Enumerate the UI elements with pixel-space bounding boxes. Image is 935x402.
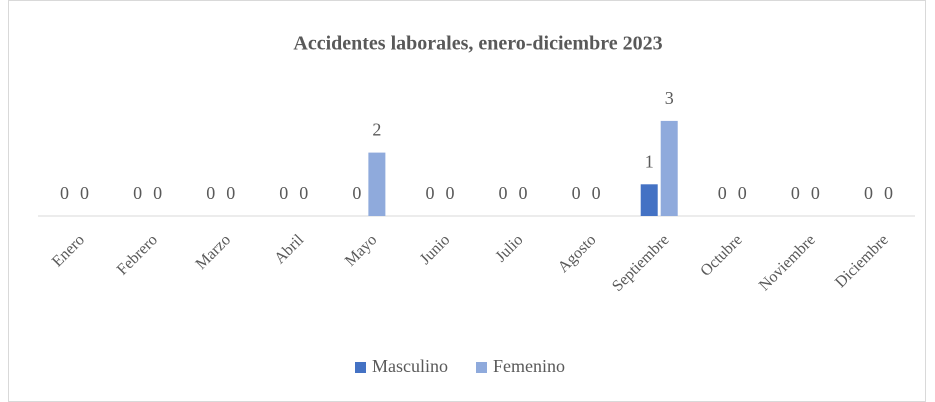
data-label: 0 [206,183,215,203]
data-label: 0 [445,183,454,203]
data-label: 0 [811,183,820,203]
data-label: 0 [299,183,308,203]
data-label: 0 [226,183,235,203]
data-label: 0 [718,183,727,203]
data-label: 0 [592,183,601,203]
data-label: 0 [738,183,747,203]
data-label: 0 [80,183,89,203]
data-label: 0 [499,183,508,203]
data-label: 1 [645,151,654,171]
data-label: 0 [791,183,800,203]
chart-title: Accidentes laborales, enero-diciembre 20… [293,33,662,55]
data-label: 3 [665,88,674,108]
data-label: 2 [372,120,381,140]
bar [660,120,678,216]
legend-label: Masculino [372,356,448,376]
data-label: 0 [153,183,162,203]
data-label: 0 [279,183,288,203]
data-label: 0 [884,183,893,203]
data-label: 0 [60,183,69,203]
data-label: 0 [133,183,142,203]
data-label: 0 [864,183,873,203]
legend-label: Femenino [493,356,565,376]
data-label: 0 [352,183,361,203]
data-label: 0 [572,183,581,203]
legend-swatch [476,362,487,373]
legend-swatch [355,362,366,373]
data-label: 0 [425,183,434,203]
bar [640,184,658,216]
data-label: 0 [519,183,528,203]
bar [368,152,386,216]
chart-frame [8,0,926,402]
